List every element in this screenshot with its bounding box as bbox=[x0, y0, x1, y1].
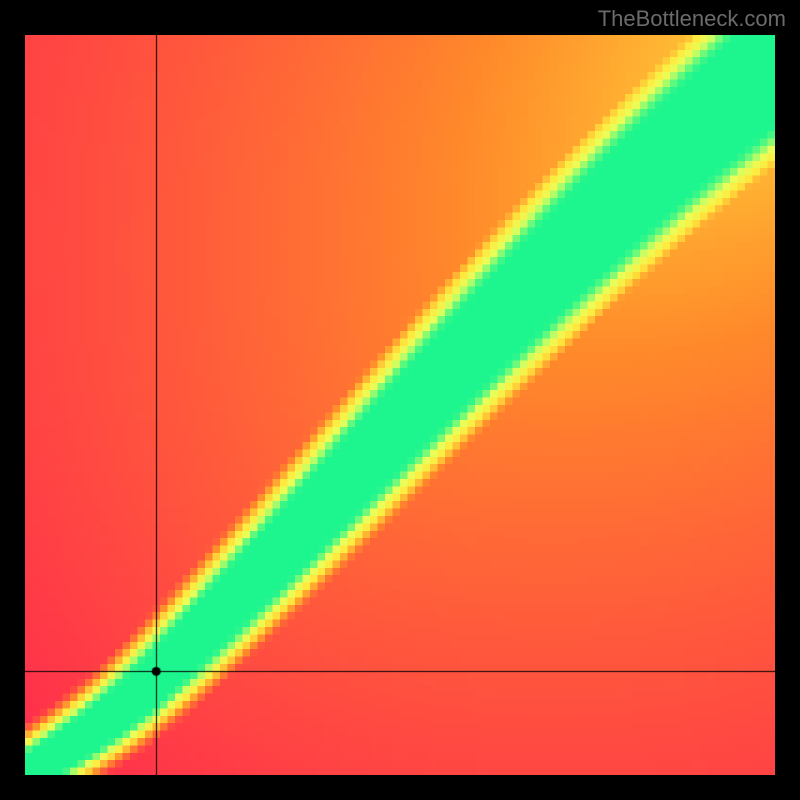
watermark-text: TheBottleneck.com bbox=[598, 6, 786, 32]
chart-container: TheBottleneck.com bbox=[0, 0, 800, 800]
crosshair-overlay bbox=[25, 35, 775, 775]
